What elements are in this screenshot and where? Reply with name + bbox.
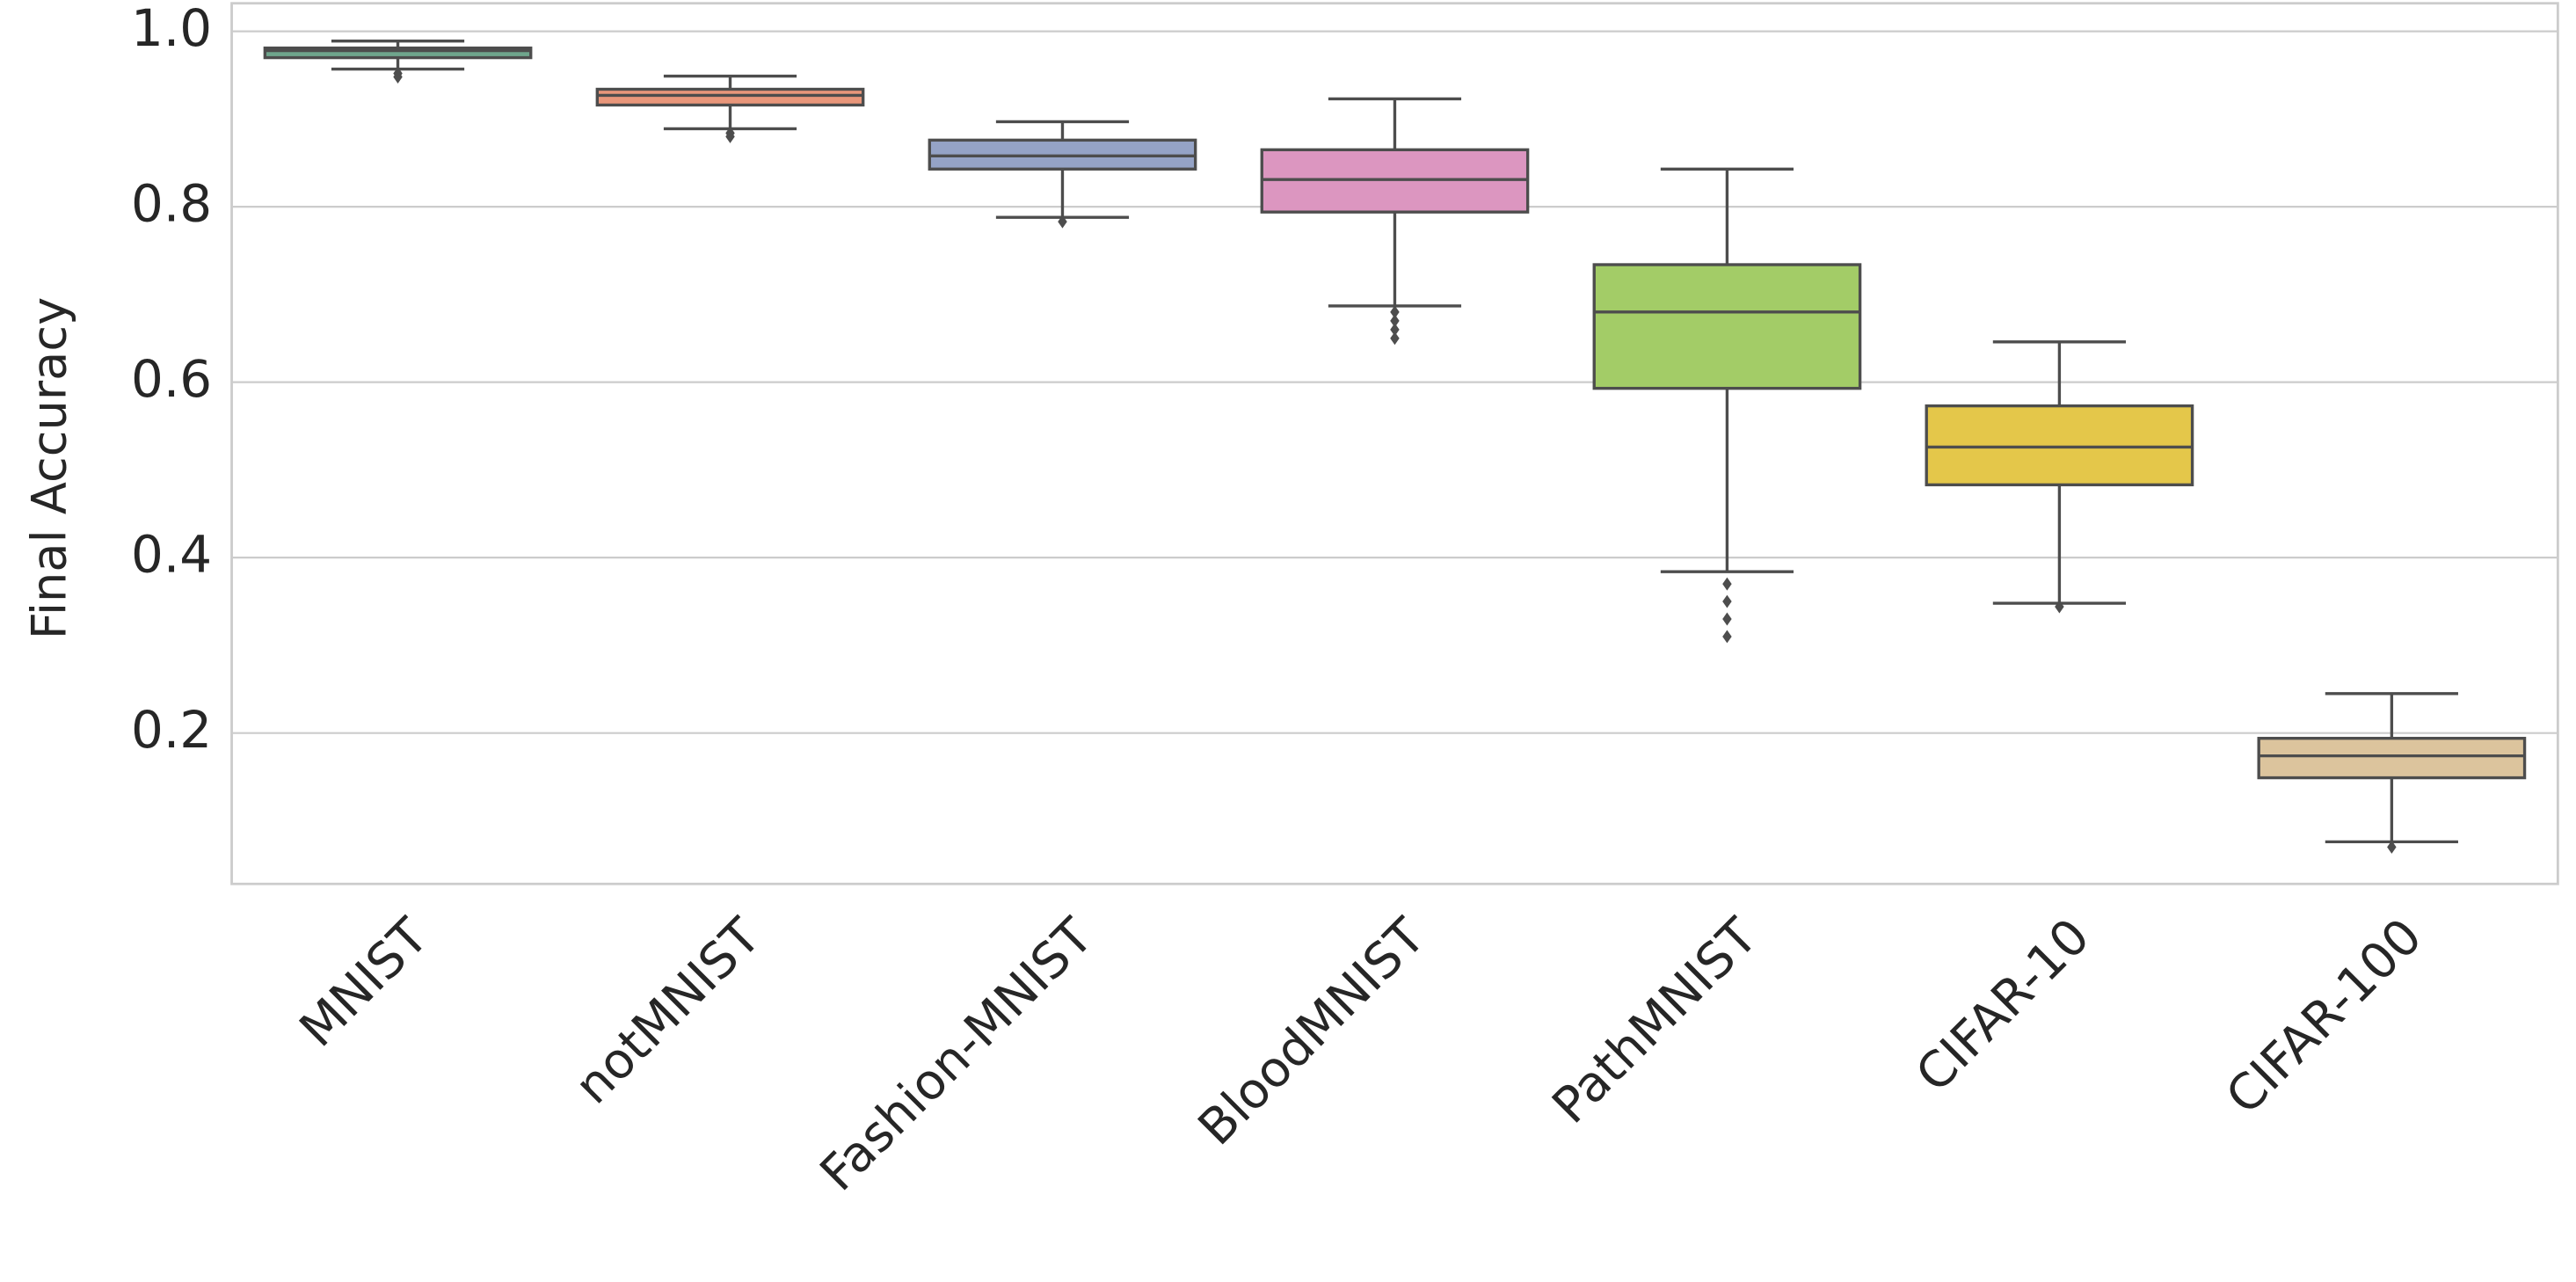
- box: [2257, 736, 2527, 780]
- box: [595, 87, 865, 107]
- y-axis-label: Final Accuracy: [22, 297, 77, 639]
- box: [1925, 404, 2194, 487]
- outlier: [2055, 600, 2064, 614]
- y-tick-label: 1.0: [131, 0, 212, 58]
- plot-frame: [230, 2, 2559, 885]
- y-tick-label: 0.6: [131, 349, 212, 409]
- outlier: [1722, 630, 1732, 644]
- box: [263, 46, 533, 60]
- outlier: [1390, 331, 1400, 346]
- outlier: [1390, 305, 1400, 319]
- y-tick-label: 0.2: [131, 700, 212, 760]
- outlier: [1390, 314, 1400, 328]
- box: [1592, 263, 1862, 390]
- outlier: [1390, 323, 1400, 337]
- y-tick-label: 0.8: [131, 173, 212, 233]
- outlier: [2387, 840, 2397, 854]
- outlier: [1722, 577, 1732, 591]
- y-tick-label: 0.4: [131, 524, 212, 584]
